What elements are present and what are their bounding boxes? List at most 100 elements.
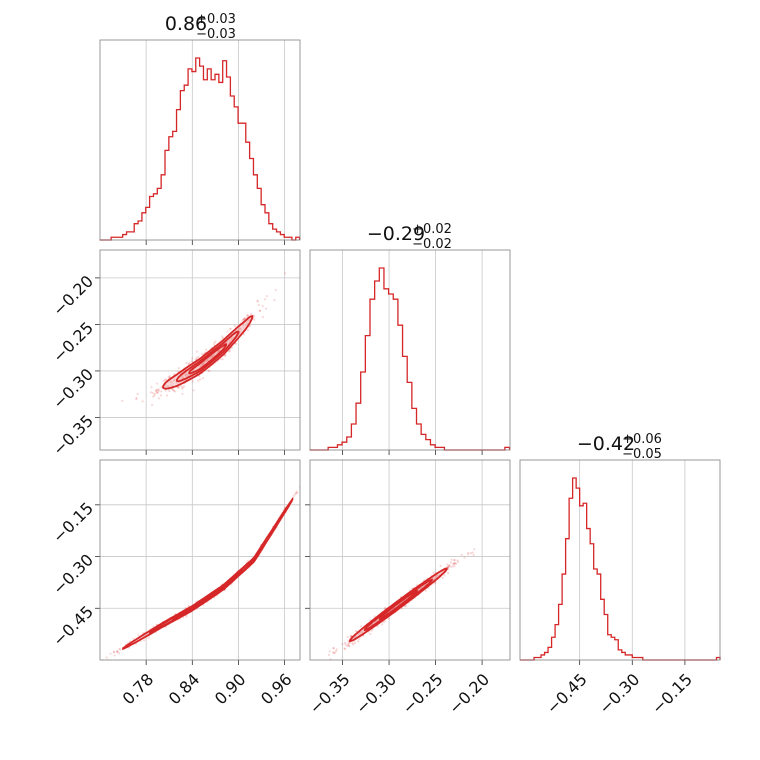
p10-point-167	[242, 318, 245, 321]
p10-point-189	[181, 387, 184, 390]
p21-point-222	[332, 646, 335, 650]
p20-ylabel-2: −0.45	[49, 602, 97, 650]
p00-bin-13	[150, 197, 154, 240]
p21-point-455	[470, 552, 473, 555]
p10-point-243	[191, 380, 194, 383]
p11-title-lower-error: −0.02	[412, 237, 452, 252]
p00-bin-11	[142, 213, 146, 240]
p00-bin-28	[207, 69, 211, 240]
p10-point-692	[153, 392, 156, 396]
p11-bin-12	[365, 336, 370, 450]
p20-point-18	[85, 668, 87, 670]
p10-point-380	[201, 352, 204, 356]
p11-bin-24	[421, 434, 426, 450]
p20-point-310	[132, 637, 135, 640]
p10-point-106	[159, 394, 163, 397]
p10-point-518	[208, 369, 211, 373]
p21-point-37	[447, 571, 450, 575]
p10-point-257	[157, 389, 160, 393]
p10-point-418	[141, 400, 144, 403]
p00-bin-18	[169, 137, 173, 240]
p00-bin-9	[134, 224, 138, 240]
p10-contour-2	[188, 343, 228, 375]
p20-point-172	[109, 652, 112, 655]
p10-point-480	[230, 346, 234, 349]
p20-point-139	[105, 656, 108, 659]
p00-bin-40	[253, 175, 257, 240]
p22-bin-14	[569, 498, 573, 660]
p11-bin-20	[403, 356, 408, 450]
p21-point-473	[443, 574, 446, 577]
p21-point-697	[403, 605, 406, 608]
p11-bin-7	[342, 442, 347, 450]
p11-bin-26	[430, 445, 435, 450]
p21-point-560	[341, 643, 344, 646]
p20-point-270	[306, 476, 308, 478]
p11-frame	[309, 249, 511, 451]
p10-point-184	[181, 386, 184, 389]
p20-point-573	[92, 666, 94, 668]
p10-point-538	[284, 272, 287, 275]
p00-bin-24	[192, 72, 196, 240]
p10-point-21	[198, 374, 201, 378]
p20-point-460	[294, 493, 297, 496]
p21-point-585	[424, 589, 427, 592]
p10-point-482	[151, 391, 154, 395]
p11-bin-14	[375, 281, 380, 450]
p10-point-186	[249, 324, 252, 328]
p21-point-270	[449, 565, 452, 569]
p22-bin-28	[618, 650, 622, 660]
p21-point-258	[387, 617, 391, 620]
p21-point-676	[463, 556, 466, 559]
p21-point-146	[467, 553, 470, 556]
p10-point-367	[195, 350, 199, 353]
p10-point-204	[162, 379, 165, 382]
p11-title-value: −0.29	[367, 223, 425, 245]
p22-xlabel-0: −0.45	[543, 670, 591, 718]
p21-point-120	[471, 551, 474, 554]
p20-xlabel-2: 0.90	[211, 670, 250, 709]
p21-point-589	[332, 647, 335, 650]
p21-point-508	[359, 625, 363, 628]
p22-bin-31	[629, 655, 633, 660]
p10-point-497	[165, 394, 169, 397]
p00-bin-41	[257, 188, 261, 240]
p10-point-669	[177, 386, 180, 389]
p21-point-28	[447, 565, 450, 568]
p00-bin-25	[196, 58, 200, 240]
p10-point-384	[245, 314, 249, 317]
p20-point-463	[335, 431, 337, 433]
p10-point-36	[157, 388, 160, 391]
p00-bin-26	[200, 66, 204, 240]
p21-point-479	[335, 648, 338, 651]
p10-point-200	[205, 348, 208, 351]
p00-bin-38	[246, 142, 250, 240]
p20-ylabel-0: −0.15	[49, 498, 97, 546]
p10-point-113	[252, 314, 256, 318]
p20-point-302	[185, 615, 188, 618]
p21-point-557	[467, 551, 470, 555]
p10-point-185	[261, 305, 264, 308]
p10-point-314	[261, 315, 264, 319]
p10-point-468	[233, 324, 237, 328]
p22-bin-11	[559, 604, 563, 660]
p10-point-444	[150, 403, 154, 407]
p00-title-value: 0.86	[165, 13, 207, 35]
p10-point-308	[213, 341, 216, 345]
p21-point-545	[357, 640, 360, 643]
p21-point-216	[332, 651, 336, 655]
p21-point-80	[441, 576, 444, 579]
p11-bin-25	[426, 440, 431, 450]
p21-xlabel-2: −0.25	[399, 670, 447, 718]
p20-point-386	[328, 443, 330, 445]
p20-point-122	[116, 650, 119, 653]
p00-bin-10	[138, 221, 142, 240]
p22-bin-16	[576, 488, 580, 660]
p21-point-159	[347, 642, 350, 645]
p21-point-573	[323, 662, 325, 664]
p21-point-349	[343, 641, 346, 645]
p10-point-43	[246, 314, 249, 317]
p10-point-287	[229, 327, 233, 330]
p21-point-272	[348, 641, 351, 644]
p21-point-152	[447, 564, 450, 567]
